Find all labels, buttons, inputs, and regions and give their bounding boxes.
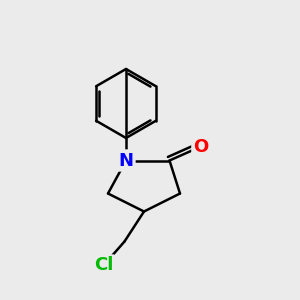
Text: O: O xyxy=(194,138,208,156)
Text: Cl: Cl xyxy=(94,256,113,274)
Text: N: N xyxy=(118,152,134,169)
